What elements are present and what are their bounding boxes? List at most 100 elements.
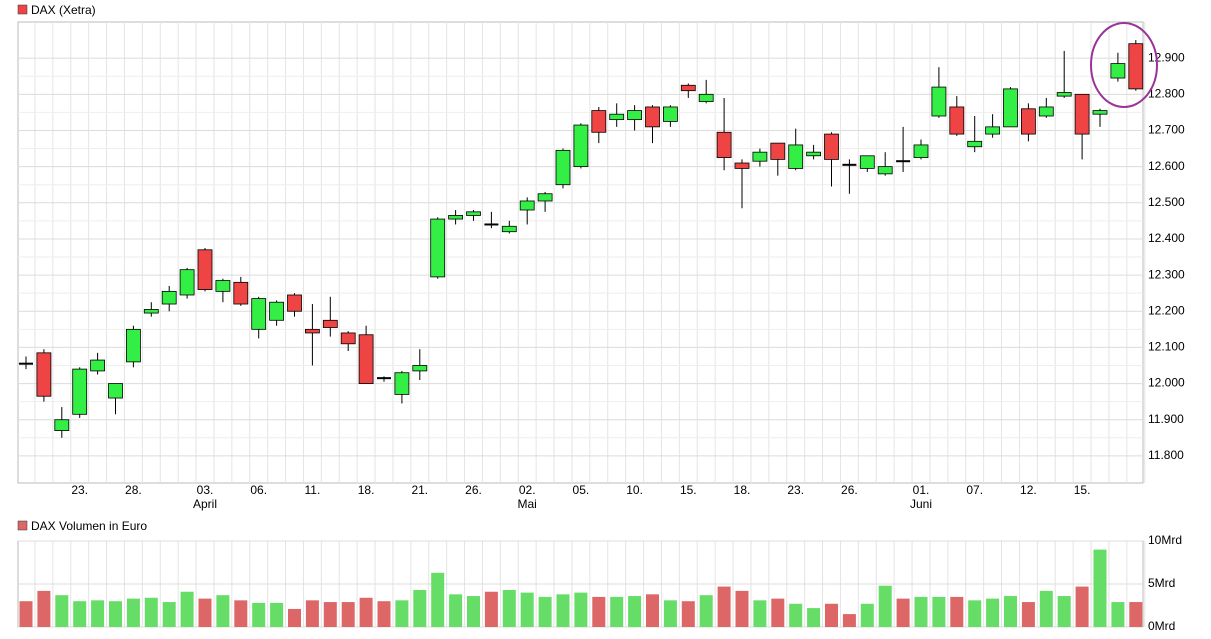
volume-bar — [288, 608, 301, 627]
y-tick-label: 0Mrd — [1148, 619, 1175, 633]
candle-body — [859, 155, 875, 169]
volume-bar — [717, 586, 731, 627]
volume-bar — [825, 603, 838, 627]
candle-body — [519, 200, 535, 211]
candle-body — [1074, 93, 1090, 135]
x-tick-label: 18. — [734, 483, 751, 497]
volume-bar — [950, 596, 964, 627]
volume-bar — [19, 601, 33, 627]
candle-body — [555, 149, 571, 186]
candle-body — [466, 211, 481, 216]
volume-bar — [234, 600, 248, 627]
candle-body — [358, 334, 374, 384]
candle-body — [322, 319, 338, 328]
x-tick-label: 18. — [358, 483, 375, 497]
volume-bar — [162, 602, 176, 627]
y-tick-label: 12.700 — [1148, 123, 1185, 137]
volume-bar — [216, 595, 230, 627]
volume-bar — [126, 598, 140, 627]
volume-bar — [538, 596, 552, 627]
volume-bar — [502, 590, 516, 627]
volume-bar — [932, 596, 946, 627]
x-tick-label: 01. — [913, 483, 930, 497]
candle-body — [1110, 63, 1126, 79]
volume-bar — [55, 595, 69, 627]
volume-bar — [144, 597, 158, 627]
candle-body — [251, 298, 267, 330]
candle-body — [161, 290, 177, 305]
volume-bar — [735, 590, 749, 627]
volume-bar — [395, 600, 409, 627]
candle-body — [394, 372, 410, 395]
candle-body — [824, 133, 839, 160]
volume-bar — [860, 603, 874, 627]
volume-bar — [91, 600, 105, 627]
candle-body — [54, 419, 70, 431]
volume-bar — [753, 600, 767, 627]
candle-body — [340, 332, 356, 345]
volume-bar — [431, 572, 445, 627]
candle-body — [269, 301, 285, 321]
volume-bar — [968, 600, 982, 627]
volume-bar — [1039, 590, 1053, 627]
plot-area — [17, 21, 1144, 484]
candle-body — [985, 126, 1000, 135]
x-tick-label: 23. — [71, 483, 88, 497]
volume-bar — [73, 601, 87, 627]
candle-body — [537, 193, 553, 202]
x-tick-label: 15. — [1074, 483, 1091, 497]
candle-body — [591, 110, 607, 133]
volume-bar — [467, 596, 480, 627]
y-tick-label: 5Mrd — [1148, 576, 1175, 590]
x-month-label: Mai — [518, 497, 537, 511]
volume-bar — [771, 598, 785, 627]
volume-bar — [198, 598, 212, 627]
candle-body — [627, 110, 642, 121]
chart-title: DAX Volumen in Euro — [31, 519, 147, 533]
legend-swatch — [17, 4, 28, 15]
candle-body — [126, 328, 141, 363]
x-tick-label: 02. — [519, 483, 536, 497]
candle-body — [931, 86, 947, 117]
candle-body — [1038, 106, 1054, 117]
volume-bar — [520, 592, 534, 627]
candle-body — [1021, 108, 1036, 135]
volume-bar — [180, 591, 194, 627]
candle-body — [143, 309, 159, 314]
volume-bar — [807, 608, 821, 627]
candle-body — [197, 249, 213, 290]
volume-bar — [663, 600, 677, 627]
volume-bar — [484, 591, 498, 627]
candle-body — [72, 368, 88, 415]
candle-body — [734, 162, 750, 169]
volume-bar — [842, 614, 856, 627]
volume-bar — [556, 594, 570, 627]
y-tick-label: 12.300 — [1148, 267, 1185, 281]
x-tick-label: 15. — [680, 483, 697, 497]
candle-body — [287, 294, 302, 312]
candle-body — [967, 140, 983, 148]
volume-bar — [341, 602, 355, 627]
volume-bar — [323, 602, 337, 627]
candle-body — [806, 151, 821, 157]
volume-bar — [1057, 596, 1071, 627]
x-tick-label: 21. — [411, 483, 428, 497]
volume-bar — [359, 597, 373, 627]
volume-bar — [270, 602, 284, 627]
candle-body — [1056, 92, 1072, 97]
legend-swatch — [17, 520, 28, 531]
volume-bar — [1093, 549, 1107, 627]
candle-body — [412, 365, 428, 372]
candle-body — [752, 151, 768, 162]
candle-body — [215, 280, 231, 292]
x-tick-label: 10. — [626, 483, 643, 497]
x-tick-label: 07. — [966, 483, 983, 497]
candle-body — [877, 166, 893, 175]
x-tick-label: 28. — [125, 483, 142, 497]
candle-body — [501, 225, 517, 233]
candle-body — [90, 359, 105, 372]
y-tick-label: 12.600 — [1148, 159, 1185, 173]
candle-body — [645, 106, 660, 128]
volume-bar — [1129, 602, 1143, 627]
candle-body — [36, 352, 52, 397]
